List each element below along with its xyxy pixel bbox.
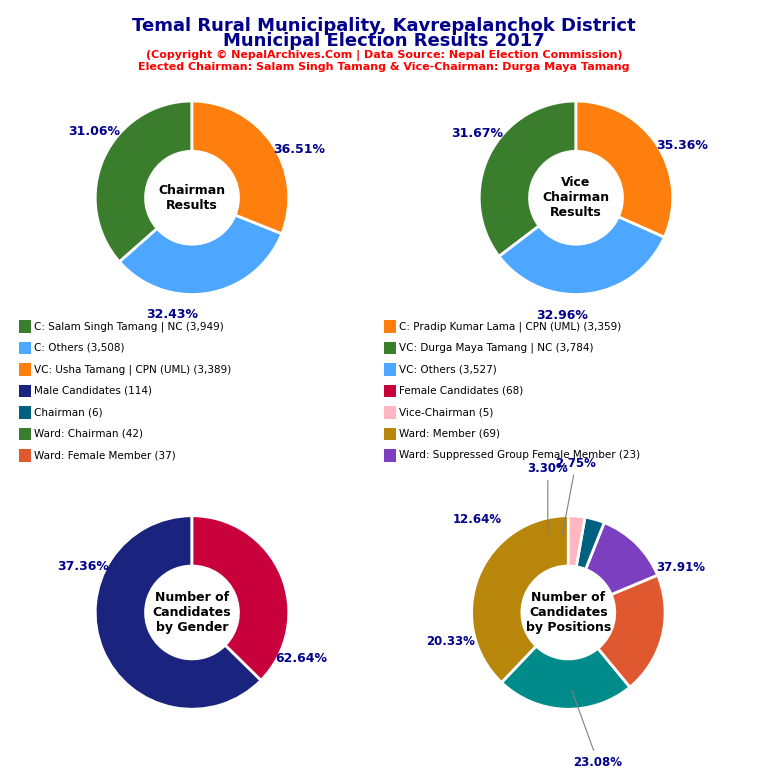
Text: VC: Durga Maya Tamang | NC (3,784): VC: Durga Maya Tamang | NC (3,784) [399,343,593,353]
Text: Vice-Chairman (5): Vice-Chairman (5) [399,407,493,418]
Text: Chairman
Results: Chairman Results [158,184,226,212]
Text: 35.36%: 35.36% [656,139,708,152]
Text: 62.64%: 62.64% [275,651,327,664]
Text: Temal Rural Municipality, Kavrepalanchok District: Temal Rural Municipality, Kavrepalanchok… [132,17,636,35]
Text: Male Candidates (114): Male Candidates (114) [34,386,152,396]
Text: 32.43%: 32.43% [146,308,198,320]
Wedge shape [576,517,604,569]
Wedge shape [576,101,673,237]
Text: Number of
Candidates
by Gender: Number of Candidates by Gender [153,591,231,634]
Text: (Copyright © NepalArchives.Com | Data Source: Nepal Election Commission): (Copyright © NepalArchives.Com | Data So… [146,50,622,61]
Text: 37.36%: 37.36% [57,561,109,574]
Wedge shape [479,101,576,257]
Text: 3.30%: 3.30% [528,462,568,537]
Wedge shape [585,522,657,594]
Text: VC: Usha Tamang | CPN (UML) (3,389): VC: Usha Tamang | CPN (UML) (3,389) [34,364,231,375]
Wedge shape [568,516,585,567]
Text: Female Candidates (68): Female Candidates (68) [399,386,523,396]
Text: Number of
Candidates
by Positions: Number of Candidates by Positions [525,591,611,634]
Wedge shape [95,516,261,709]
Wedge shape [120,215,282,294]
Text: Chairman (6): Chairman (6) [34,407,102,418]
Wedge shape [192,101,289,233]
Wedge shape [499,217,664,294]
Text: 2.75%: 2.75% [555,456,596,535]
Text: Ward: Chairman (42): Ward: Chairman (42) [34,429,143,439]
Text: Ward: Member (69): Ward: Member (69) [399,429,500,439]
Text: 12.64%: 12.64% [452,513,502,526]
Wedge shape [95,101,192,262]
Text: 31.67%: 31.67% [451,127,503,140]
Text: 36.51%: 36.51% [273,143,326,156]
Text: VC: Others (3,527): VC: Others (3,527) [399,364,496,375]
Text: 32.96%: 32.96% [536,309,588,322]
Text: Municipal Election Results 2017: Municipal Election Results 2017 [223,32,545,50]
Text: Elected Chairman: Salam Singh Tamang & Vice-Chairman: Durga Maya Tamang: Elected Chairman: Salam Singh Tamang & V… [138,62,630,72]
Wedge shape [598,575,665,687]
Text: C: Others (3,508): C: Others (3,508) [34,343,124,353]
Text: 31.06%: 31.06% [68,125,121,138]
Text: 37.91%: 37.91% [656,561,705,574]
Text: Ward: Suppressed Group Female Member (23): Ward: Suppressed Group Female Member (23… [399,450,640,461]
Text: C: Salam Singh Tamang | NC (3,949): C: Salam Singh Tamang | NC (3,949) [34,321,223,332]
Text: Vice
Chairman
Results: Vice Chairman Results [542,177,610,219]
Text: 20.33%: 20.33% [426,635,475,648]
Wedge shape [472,516,568,683]
Text: C: Pradip Kumar Lama | CPN (UML) (3,359): C: Pradip Kumar Lama | CPN (UML) (3,359) [399,321,621,332]
Wedge shape [192,516,289,680]
Text: 23.08%: 23.08% [572,690,623,768]
Text: Ward: Female Member (37): Ward: Female Member (37) [34,450,176,461]
Wedge shape [502,646,630,709]
